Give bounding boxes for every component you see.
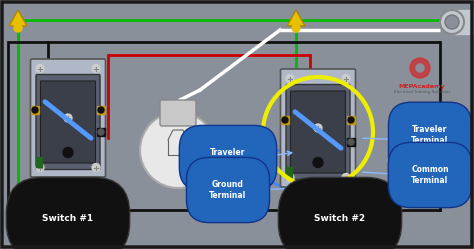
Bar [347,116,355,124]
Circle shape [140,112,216,188]
Circle shape [36,164,44,172]
Circle shape [348,139,354,145]
Circle shape [342,174,350,182]
Circle shape [92,164,100,172]
Bar [450,10,474,34]
Circle shape [348,117,354,123]
Text: Common
Terminal: Common Terminal [411,165,449,185]
Circle shape [282,117,288,123]
Circle shape [292,24,300,32]
Circle shape [36,64,44,72]
Circle shape [14,24,22,32]
Text: Ground
Terminal: Ground Terminal [210,180,246,200]
Circle shape [313,158,323,168]
Bar [97,106,105,114]
Bar [31,106,39,114]
FancyBboxPatch shape [281,69,356,187]
Circle shape [342,74,350,82]
Polygon shape [9,10,27,26]
Circle shape [314,124,322,132]
Circle shape [440,10,464,34]
Circle shape [64,114,72,122]
Bar [286,167,292,177]
Circle shape [32,107,38,113]
Text: Switch #1: Switch #1 [43,213,93,223]
Circle shape [286,174,294,182]
Bar [97,128,105,136]
Text: Traveler
Terminal #1: Traveler Terminal #1 [202,148,254,168]
Circle shape [410,58,430,78]
Text: Traveler
Terminal
#2: Traveler Terminal #2 [411,125,448,155]
Circle shape [98,129,104,135]
Bar [281,116,289,124]
Circle shape [92,64,100,72]
Text: Switch #2: Switch #2 [314,213,365,223]
Text: MEPAcademy: MEPAcademy [399,84,446,89]
FancyBboxPatch shape [160,100,196,126]
Circle shape [445,15,459,29]
Bar [36,157,42,167]
Circle shape [63,147,73,158]
FancyBboxPatch shape [30,59,106,177]
Bar [347,138,355,146]
Polygon shape [287,10,305,26]
Text: Electrical Training Solutions: Electrical Training Solutions [394,90,450,94]
Circle shape [416,64,424,72]
Circle shape [98,107,104,113]
FancyBboxPatch shape [40,81,95,163]
FancyBboxPatch shape [286,84,350,180]
Circle shape [286,74,294,82]
FancyBboxPatch shape [36,74,100,170]
FancyBboxPatch shape [291,91,346,173]
